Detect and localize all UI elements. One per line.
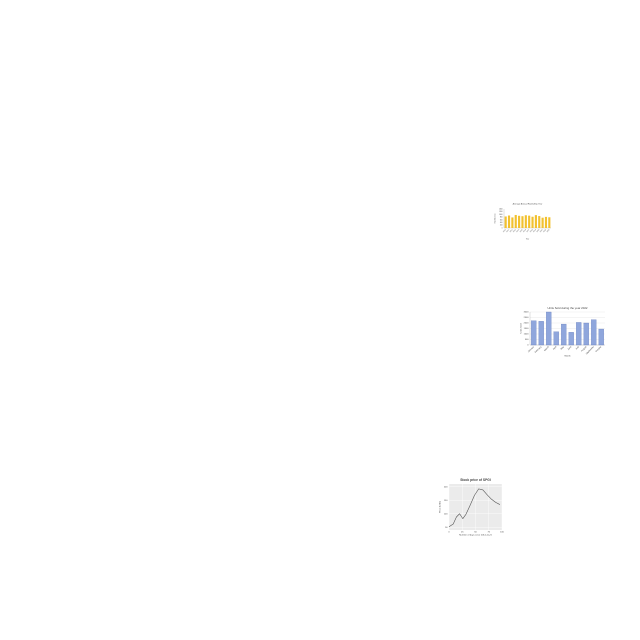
x-tick-label: 2022: [543, 229, 547, 233]
x-tick-label: May: [561, 346, 566, 351]
bar: [504, 216, 507, 228]
bar: [514, 214, 517, 228]
x-axis-label: Number of days since 2014-11-21: [459, 534, 493, 537]
x-tick-label: 2013: [513, 229, 517, 233]
bar: [548, 217, 551, 228]
y-tick-label: 500: [525, 339, 529, 341]
y-tick-label: 800: [500, 217, 503, 219]
y-tick-label: 1500: [524, 328, 530, 330]
bar: [553, 331, 559, 346]
bar: [538, 216, 541, 228]
bar: [531, 216, 534, 228]
x-tick-label: 2014: [516, 229, 520, 233]
x-axis-label: Year: [526, 238, 530, 240]
y-tick-label: 400: [500, 222, 503, 224]
y-tick-label: 1000: [499, 214, 503, 216]
x-tick-label: August: [580, 345, 587, 352]
x-tick-label: June: [568, 346, 573, 351]
y-tick-label: 50: [445, 527, 448, 529]
y-axis-label: Units Sold: [520, 323, 523, 334]
bar: [598, 328, 604, 346]
bar: [591, 319, 597, 346]
x-tick-label: January: [527, 345, 535, 353]
x-tick-label: 2018: [530, 229, 534, 233]
x-tick-label: 100: [500, 531, 504, 533]
bar: [521, 216, 524, 228]
x-tick-label: March: [543, 345, 550, 352]
y-axis-label: Rainfall (mm): [494, 213, 496, 223]
y-tick-label: 2500: [524, 317, 530, 319]
x-tick-label: April: [552, 345, 558, 351]
x-tick-label: 2012: [509, 229, 513, 233]
x-tick-label: 2010: [503, 229, 507, 233]
x-tick-label: 0: [448, 531, 450, 533]
bar: [583, 322, 589, 346]
bar: [511, 217, 514, 228]
x-tick-label: 2021: [540, 229, 544, 233]
y-axis-label: Price (USD): [439, 501, 442, 513]
x-tick-label: September: [585, 345, 595, 355]
y-tick-label: 2000: [524, 323, 530, 325]
x-tick-label: 2020: [536, 229, 540, 233]
chart-title: Stock price of SPGI: [460, 478, 491, 482]
x-tick-label: 2011: [506, 229, 510, 233]
x-tick-label: 25: [461, 531, 464, 533]
x-tick-label: 2015: [520, 229, 524, 233]
y-tick-label: 3000: [524, 312, 530, 314]
bar: [524, 215, 527, 228]
x-tick-label: 2017: [526, 229, 530, 233]
x-tick-label: 50: [474, 531, 477, 533]
x-tick-label: February: [534, 345, 543, 354]
chart-title: Average Annual Rainfall by Year: [513, 203, 543, 206]
bar: [544, 216, 548, 228]
chart-title: Units Sold during the year 2022: [547, 306, 587, 310]
bar: [518, 215, 521, 228]
x-tick-label: 2023: [546, 229, 550, 233]
x-tick-label: 2016: [523, 229, 527, 233]
y-tick-label: 1200: [499, 211, 503, 213]
y-tick-label: 0: [502, 227, 503, 229]
bar: [538, 321, 544, 346]
y-tick-label: 150: [444, 500, 448, 502]
bar: [528, 215, 531, 228]
bar: [507, 215, 511, 228]
x-tick-label: July: [576, 346, 581, 351]
bar: [534, 215, 537, 228]
x-axis-label: Month: [564, 355, 571, 358]
bar: [576, 322, 582, 346]
y-tick-label: 200: [500, 225, 503, 227]
bar: [541, 217, 544, 228]
bar: [531, 320, 537, 346]
bar: [561, 323, 567, 346]
bar: [568, 332, 574, 346]
x-tick-label: 2019: [533, 229, 537, 233]
x-tick-label: October: [595, 345, 603, 353]
x-tick-label: 75: [488, 531, 491, 533]
y-tick-label: 100: [444, 513, 448, 515]
y-tick-label: 1000: [524, 334, 530, 336]
bar: [546, 311, 552, 346]
price-line: [448, 488, 501, 528]
y-tick-label: 600: [500, 219, 503, 221]
y-tick-label: 1400: [499, 208, 503, 210]
y-tick-label: 0: [527, 345, 529, 347]
y-tick-label: 200: [444, 486, 448, 488]
